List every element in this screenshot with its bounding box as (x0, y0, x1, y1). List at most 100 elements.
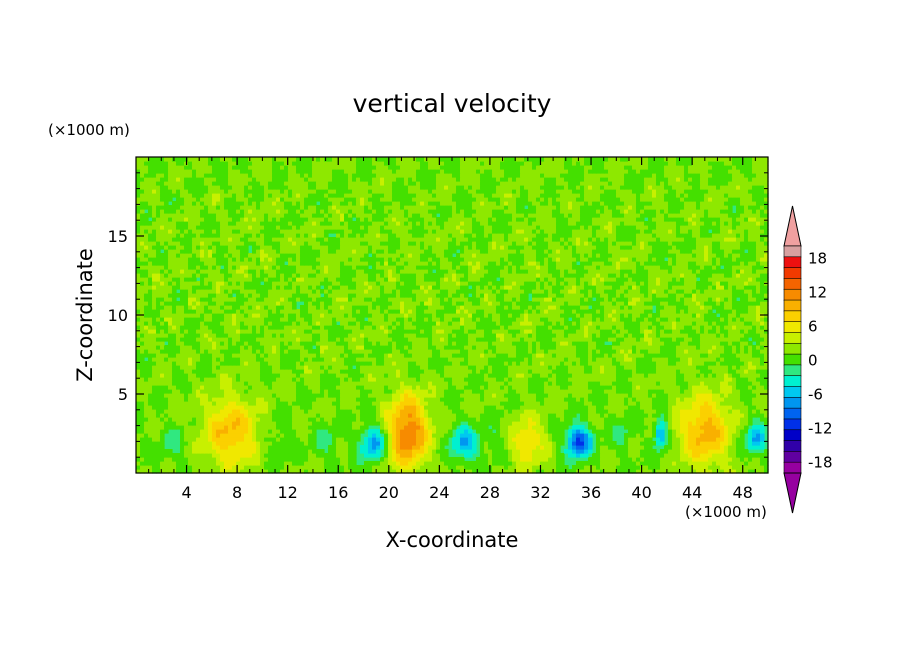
field-cell (664, 389, 669, 394)
field-cell (364, 437, 369, 442)
field-cell (608, 417, 613, 422)
field-cell (316, 409, 321, 414)
field-cell (568, 413, 573, 418)
field-cell (480, 445, 485, 450)
field-cell (596, 405, 601, 410)
field-cell (364, 361, 369, 366)
field-cell (752, 401, 757, 406)
field-cell (284, 433, 289, 438)
field-cell (412, 409, 417, 414)
field-cell (520, 397, 525, 402)
field-cell (664, 417, 669, 422)
field-cell (504, 433, 509, 438)
field-cell (600, 361, 605, 366)
field-cell (484, 353, 489, 358)
field-cell (340, 445, 345, 450)
field-cell (232, 381, 237, 386)
field-cell (204, 361, 209, 366)
field-cell (520, 357, 525, 362)
field-cell (632, 417, 637, 422)
field-cell (596, 441, 601, 446)
field-cell (328, 453, 333, 458)
field-cell (556, 417, 561, 422)
field-cell (276, 457, 281, 462)
field-cell (156, 417, 161, 422)
field-cell (568, 437, 573, 442)
field-cell (692, 425, 697, 430)
field-cell (712, 365, 717, 370)
field-cell (532, 397, 537, 402)
field-cell (160, 369, 165, 374)
field-cell (160, 449, 165, 454)
field-cell (544, 441, 549, 446)
field-cell (512, 417, 517, 422)
field-cell (680, 429, 685, 434)
field-cell (256, 377, 261, 382)
field-cell (468, 421, 473, 426)
field-cell (620, 421, 625, 426)
field-cell (284, 365, 289, 370)
field-cell (520, 413, 525, 418)
field-cell (696, 405, 701, 410)
field-cell (256, 449, 261, 454)
field-cell (504, 409, 509, 414)
field-cell (156, 397, 161, 402)
field-cell (764, 457, 769, 462)
field-cell (276, 421, 281, 426)
field-cell (208, 361, 213, 366)
field-cell (576, 385, 581, 390)
field-cell (416, 381, 421, 386)
field-cell (576, 353, 581, 358)
field-cell (564, 397, 569, 402)
field-cell (668, 461, 673, 466)
field-cell (324, 369, 329, 374)
field-cell (348, 377, 353, 382)
field-cell (420, 369, 425, 374)
field-cell (388, 421, 393, 426)
field-cell (604, 413, 609, 418)
field-cell (552, 469, 557, 474)
field-cell (324, 417, 329, 422)
field-cell (612, 457, 617, 462)
field-cell (712, 457, 717, 462)
field-cell (660, 345, 665, 350)
field-cell (616, 377, 621, 382)
field-cell (672, 385, 677, 390)
field-cell (692, 377, 697, 382)
field-cell (532, 449, 537, 454)
field-cell (464, 441, 469, 446)
field-cell (736, 377, 741, 382)
field-cell (460, 405, 465, 410)
field-cell (208, 433, 213, 438)
field-cell (260, 373, 265, 378)
field-cell (408, 369, 413, 374)
field-cell (740, 417, 745, 422)
field-cell (392, 461, 397, 466)
field-cell (516, 445, 521, 450)
field-cell (500, 461, 505, 466)
field-cell (448, 397, 453, 402)
field-cell (320, 357, 325, 362)
field-cell (188, 365, 193, 370)
field-cell (232, 429, 237, 434)
field-cell (308, 425, 313, 430)
field-cell (344, 393, 349, 398)
field-cell (400, 437, 405, 442)
field-cell (692, 353, 697, 358)
field-cell (536, 369, 541, 374)
field-cell (488, 449, 493, 454)
field-cell (164, 401, 169, 406)
field-cell (440, 401, 445, 406)
field-cell (368, 469, 373, 474)
field-cell (264, 381, 269, 386)
field-cell (160, 413, 165, 418)
field-cell (264, 469, 269, 474)
field-cell (728, 397, 733, 402)
field-cell (376, 405, 381, 410)
field-cell (140, 417, 145, 422)
field-cell (472, 381, 477, 386)
field-cell (524, 445, 529, 450)
field-cell (624, 381, 629, 386)
field-cell (428, 365, 433, 370)
field-cell (136, 417, 141, 422)
